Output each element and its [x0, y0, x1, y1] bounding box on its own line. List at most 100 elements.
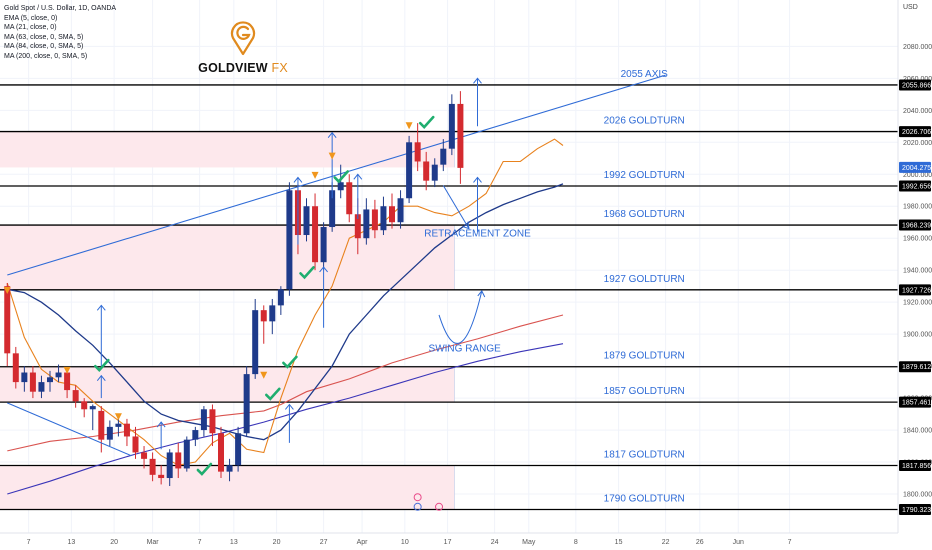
check-icon — [299, 266, 315, 280]
up-arrow-head — [285, 403, 294, 410]
time-tick-label: 27 — [320, 539, 328, 546]
level-label: 1927 GOLDTURN — [604, 274, 685, 285]
chart-legend: Gold Spot / U.S. Dollar, 1D, OANDA EMA (… — [4, 4, 116, 62]
price-badge — [899, 126, 931, 138]
candle-body — [346, 182, 353, 215]
event-icon — [435, 502, 444, 511]
up-arrow-head — [96, 374, 106, 382]
price-badge-label: 1968.239 — [902, 223, 931, 230]
up-arrow-head — [293, 176, 303, 183]
candle-body — [260, 310, 267, 322]
time-tick-label: 7 — [788, 539, 792, 546]
level-label: 1992 GOLDTURN — [604, 170, 685, 181]
price-badge-label: 2026.706 — [902, 129, 931, 136]
candle-body — [235, 433, 242, 466]
price-axis-bg — [898, 0, 932, 550]
level-label: 1817 GOLDTURN — [604, 449, 685, 460]
candle-body — [21, 372, 28, 383]
up-arrow-head — [319, 266, 328, 273]
candle-body — [158, 474, 165, 479]
logo-suffix: FX — [271, 61, 288, 75]
candle-body — [123, 423, 130, 437]
signal-marker — [311, 171, 319, 179]
price-badge — [899, 361, 931, 373]
logo-brand: GOLDVIEW — [198, 61, 268, 75]
indicator-ma84[interactable]: MA (84, close, 0, SMA, 5) — [4, 43, 84, 51]
up-arrow-head — [156, 421, 166, 428]
time-tick-label: 13 — [67, 539, 75, 546]
candle-body — [269, 305, 276, 322]
signal-marker — [260, 371, 268, 379]
candle-body — [414, 142, 421, 162]
pin-g-logo-icon — [230, 21, 256, 56]
price-tick-label: 1900.000 — [903, 332, 932, 339]
indicator-ma63[interactable]: MA (63, close, 0, SMA, 5) — [4, 33, 84, 41]
candle-body — [337, 182, 344, 191]
price-badge — [899, 161, 931, 173]
up-arrow-head — [473, 176, 482, 183]
candle-body — [354, 214, 361, 239]
candle-body — [200, 409, 207, 431]
indicator-ma21[interactable]: MA (21, close, 0) — [4, 24, 57, 32]
indicator-ema5[interactable]: EMA (5, close, 0) — [4, 14, 58, 22]
time-tick-label: Mar — [147, 539, 160, 546]
time-tick-label: 26 — [696, 539, 704, 546]
price-badge — [899, 219, 931, 231]
price-tick-label: 1960.000 — [903, 236, 932, 243]
time-tick-label: 24 — [491, 539, 499, 546]
retracement-arrow-head — [462, 221, 470, 230]
retracement-arrow — [442, 185, 470, 229]
annotation-text: RETRACEMENT ZONE — [424, 229, 531, 240]
level-label: 2055 AXIS — [621, 69, 669, 80]
goldview-logo: GOLDVIEW FX — [198, 18, 288, 75]
price-tick-label: 2020.000 — [903, 140, 932, 147]
signal-marker — [114, 413, 122, 421]
candle-body — [431, 164, 438, 181]
swing-curve-head — [477, 290, 486, 298]
candle-body — [72, 390, 79, 402]
signal-marker — [328, 152, 336, 160]
candle-body — [106, 426, 113, 440]
candle-body — [380, 206, 387, 231]
price-badge-label: 1790.323 — [902, 507, 931, 514]
indicator-ma200[interactable]: MA (200, close, 0, SMA, 5) — [4, 52, 88, 60]
price-badge — [899, 503, 931, 515]
symbol-title[interactable]: Gold Spot / U.S. Dollar, 1D, OANDA — [4, 5, 117, 12]
candle-body — [55, 372, 62, 378]
zone-band — [0, 225, 455, 290]
zones — [0, 131, 455, 510]
candle-body — [98, 410, 105, 440]
check-icon — [196, 462, 213, 476]
candle-body — [363, 209, 370, 239]
candle-body — [329, 190, 336, 228]
price-badge-label: 1857.461 — [902, 400, 931, 407]
time-tick-label: 8 — [574, 539, 578, 546]
time-tick-label: 13 — [230, 539, 238, 546]
price-tick-label: 1940.000 — [903, 268, 932, 275]
candle-body — [218, 433, 224, 472]
candle-body — [64, 372, 71, 391]
price-badge-label: 2004.275 — [902, 165, 931, 172]
price-badge-label: 1992.656 — [902, 184, 931, 191]
price-badge — [899, 180, 931, 192]
event-icon — [413, 502, 422, 511]
up-arrow-head — [327, 131, 337, 139]
candle-body — [166, 452, 173, 479]
candle-body — [115, 423, 122, 427]
candle-body — [175, 452, 182, 469]
candle-body — [371, 209, 378, 231]
swing-curve — [438, 290, 483, 344]
candle-body — [320, 227, 327, 263]
price-tick-label: 1800.000 — [903, 492, 932, 499]
level-label: 1857 GOLDTURN — [604, 386, 685, 397]
price-tick-label: 2060.000 — [903, 76, 932, 83]
time-tick-label: 20 — [110, 539, 118, 546]
candle-body — [209, 409, 216, 434]
candle-body — [423, 161, 430, 181]
candle-body — [149, 458, 156, 475]
check-icon — [282, 355, 298, 369]
time-tick-label: 20 — [273, 539, 281, 546]
price-badge-label: 1817.856 — [902, 463, 931, 470]
price-badge — [899, 284, 931, 296]
